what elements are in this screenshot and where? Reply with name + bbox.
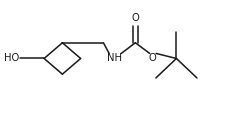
Text: O: O: [131, 13, 139, 23]
Text: HO: HO: [4, 53, 19, 64]
Text: NH: NH: [107, 53, 122, 64]
Text: O: O: [148, 53, 156, 64]
